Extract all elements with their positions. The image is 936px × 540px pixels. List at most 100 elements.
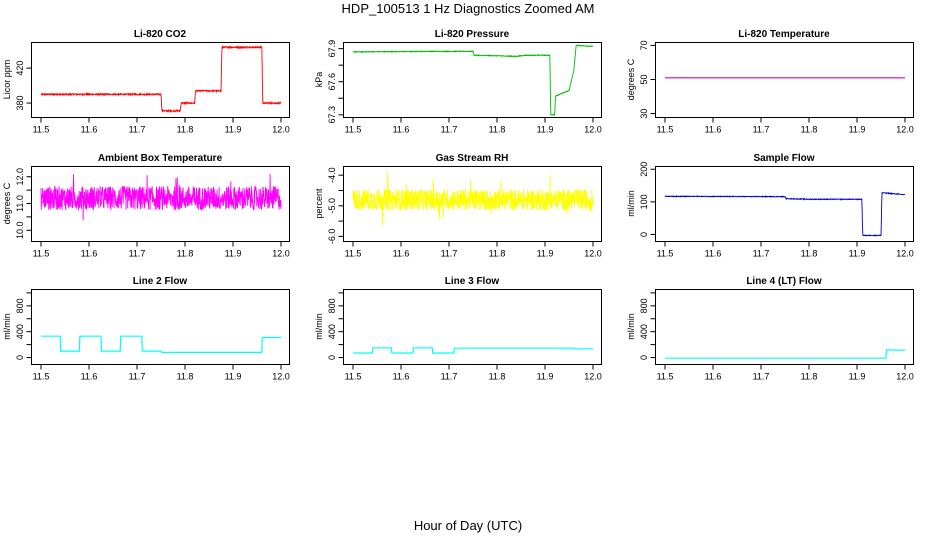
panel-title: Line 3 Flow [445,276,500,287]
y-tick-label: 12.0 [15,168,25,186]
y-axis-label: Licor ppm [2,60,12,100]
x-tick-label: 11.9 [849,372,866,382]
y-axis-label: kPa [314,72,324,88]
main-title: HDP_100513 1 Hz Diagnostics Zoomed AM [341,1,595,16]
panel-line-3-flow: Line 3 Flow ml/min 11.5 11.6 11.7 11.8 11.9 12.… [314,276,602,382]
y-tick-label: -6.0 [327,229,337,245]
series-line-rh [352,171,594,226]
x-tick-label: 11.5 [345,125,362,135]
x-tick-label: 11.7 [441,249,458,259]
y-tick-label: 400 [15,324,25,339]
y-tick-label: 0 [15,355,25,360]
y-tick-label: 400 [639,324,649,339]
x-tick-label: 12.0 [584,249,602,259]
y-tick-label: 200 [639,162,649,177]
series-line-ambient [40,173,282,221]
x-tick-label: 11.8 [801,249,818,259]
x-tick-label: 11.7 [129,125,146,135]
y-axis-label: degrees C [2,182,12,224]
panel-li-820-co2: Li-820 CO2 Licor ppm 11.5 11.6 11.7 11.8 11.9 1… [2,29,290,135]
x-tick-label: 11.6 [81,125,98,135]
x-tick-label: 11.6 [393,372,410,382]
y-tick-label: 0 [327,355,337,360]
plot-frame [343,289,602,365]
y-tick-label: 67.9 [327,40,337,58]
x-tick-label: 11.5 [33,372,50,382]
y-tick-label: -4.0 [327,167,337,183]
x-tick-label: 11.7 [129,249,146,259]
panel-ambient-box-temperature: Ambient Box Temperature degrees C 11.5 11.6… [2,153,290,259]
x-tick-label: 11.8 [801,372,818,382]
x-axis-title: Hour of Day (UTC) [413,518,523,533]
x-tick-label: 12.0 [272,249,290,259]
x-tick-label: 11.6 [393,249,410,259]
x-tick-label: 11.6 [705,249,722,259]
y-axis-label: ml/min [314,313,324,340]
panel-title: Li-820 Temperature [738,29,830,40]
y-tick-label: 800 [327,298,337,313]
x-tick-label: 12.0 [272,125,290,135]
series-line-line-3 [353,347,593,354]
x-tick-label: 11.9 [225,125,242,135]
x-tick-label: 11.5 [657,249,674,259]
x-tick-label: 11.7 [441,372,458,382]
panel-li-820-temperature: Li-820 Temperature degrees C 11.5 11.6 11.7 1… [626,29,914,135]
y-tick-label: 420 [15,61,25,76]
x-tick-label: 11.9 [849,125,866,135]
x-tick-label: 11.8 [177,125,194,135]
x-tick-label: 11.9 [537,249,554,259]
panel-title: Line 4 (LT) Flow [746,276,822,287]
x-tick-label: 11.5 [33,125,50,135]
panel-title: Sample Flow [753,153,814,164]
panel-title: Line 2 Flow [133,276,188,287]
panel-gas-stream-rh: Gas Stream RH percent 11.5 11.6 11.7 11.8 11.9… [314,153,602,259]
x-tick-label: 11.8 [177,372,194,382]
x-tick-label: 11.7 [753,372,770,382]
panel-line-4-lt-flow: Line 4 (LT) Flow ml/min 11.5 11.6 11.7 11.8 11… [626,276,914,382]
x-tick-label: 11.8 [177,249,194,259]
x-tick-label: 11.6 [705,125,722,135]
y-tick-label: 11.0 [15,195,25,212]
x-tick-label: 11.6 [81,249,98,259]
series-line-sample [664,191,905,237]
y-tick-label: 67.6 [327,73,337,91]
x-tick-label: 11.8 [489,372,506,382]
x-tick-label: 11.8 [489,125,506,135]
y-tick-label: 400 [327,324,337,339]
panel-title: Ambient Box Temperature [98,153,223,164]
y-tick-label: 70 [639,40,649,50]
panel-sample-flow: Sample Flow ml/min 11.5 11.6 11.7 11.8 11.9 12.… [626,153,914,259]
y-tick-label: 67.3 [327,106,337,124]
x-tick-label: 11.5 [345,249,362,259]
x-tick-label: 11.8 [801,125,818,135]
x-tick-label: 11.7 [129,372,146,382]
panel-title: Gas Stream RH [436,153,509,164]
y-axis-label: ml/min [626,313,636,340]
y-tick-label: 50 [639,74,649,84]
x-tick-label: 11.9 [537,125,554,135]
x-tick-label: 11.5 [345,372,362,382]
y-tick-label: 0 [639,232,649,237]
x-tick-label: 11.5 [657,372,674,382]
x-tick-label: 11.7 [753,249,770,259]
y-tick-label: -5.0 [327,198,337,214]
plot-frame [343,42,602,118]
x-tick-label: 11.5 [33,249,50,259]
x-tick-label: 11.6 [81,372,98,382]
series-line-pressure [352,44,594,116]
y-axis-label: ml/min [626,190,636,217]
x-tick-label: 11.9 [849,249,866,259]
x-tick-label: 11.6 [705,372,722,382]
plot-frame [343,166,602,242]
plot-frame [655,289,914,365]
y-tick-label: 10.0 [15,222,25,240]
y-tick-label: 800 [15,298,25,313]
y-tick-label: 30 [639,109,649,119]
y-tick-label: 100 [639,194,649,209]
x-tick-label: 12.0 [896,125,914,135]
series-line-line-2 [41,335,281,353]
x-tick-label: 11.7 [753,125,770,135]
series-line-line-4 [665,349,906,359]
x-tick-label: 12.0 [584,125,602,135]
